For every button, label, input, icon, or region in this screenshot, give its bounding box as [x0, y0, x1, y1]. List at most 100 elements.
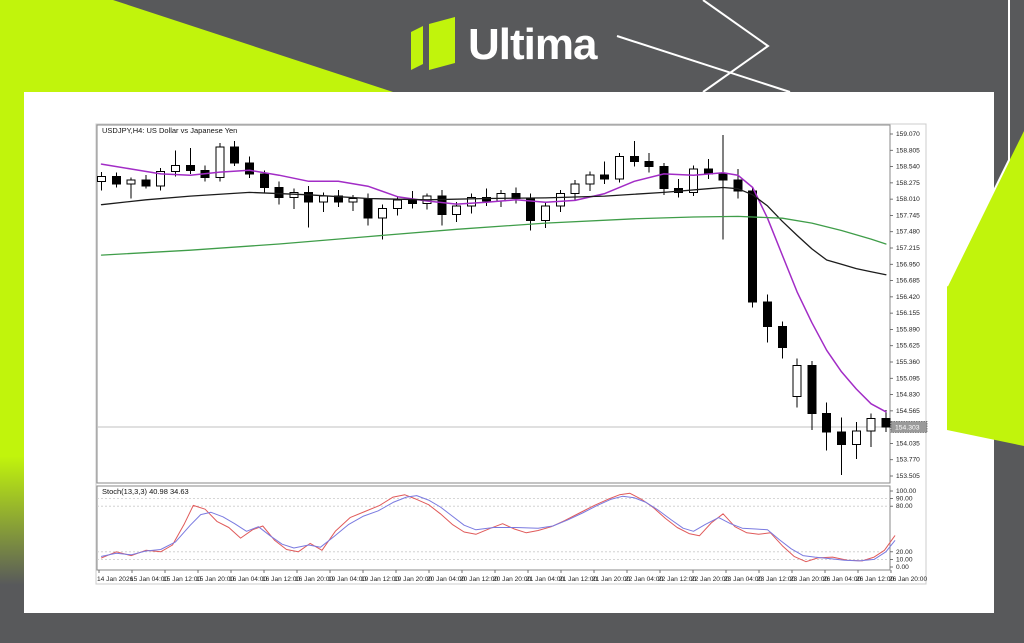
candle-body [378, 207, 388, 219]
svg-text:23 Jan 20:00: 23 Jan 20:00 [790, 576, 828, 583]
svg-text:155.095: 155.095 [896, 375, 920, 382]
candle-body [763, 301, 772, 327]
svg-text:158.805: 158.805 [896, 147, 920, 154]
svg-text:153.505: 153.505 [896, 473, 920, 480]
svg-text:20.00: 20.00 [896, 549, 913, 556]
candle-body [156, 170, 166, 187]
candle-body [689, 168, 698, 193]
indicator-label: Stoch(13,3,3) 40.98 34.63 [102, 487, 189, 496]
candle-body [881, 418, 891, 428]
candle-body [467, 196, 476, 207]
current-price-box: 154.303 [890, 421, 928, 433]
svg-text:156.155: 156.155 [896, 310, 920, 317]
candle-body [111, 175, 121, 185]
svg-text:15 Jan 04:00: 15 Jan 04:00 [130, 576, 168, 583]
svg-text:153.770: 153.770 [896, 457, 920, 464]
candle-body [748, 190, 758, 303]
stoch-signal [101, 495, 896, 562]
candle-body [777, 325, 787, 348]
svg-text:23 Jan 12:00: 23 Jan 12:00 [757, 576, 795, 583]
svg-text:14 Jan 2026: 14 Jan 2026 [97, 576, 134, 583]
candle-body [496, 193, 506, 202]
right-accent-polygon [947, 131, 1024, 446]
candle-body [171, 164, 180, 172]
candle-body [541, 205, 550, 222]
svg-text:157.480: 157.480 [896, 229, 920, 236]
chart-symbol-label: USDJPY,H4: US Dollar vs Japanese Yen [102, 126, 237, 135]
svg-text:155.360: 155.360 [896, 359, 920, 366]
chevron-accent-icon [702, 0, 770, 93]
right-outline-accent [946, 0, 1010, 287]
candle-body [644, 161, 654, 168]
svg-text:23 Jan 04:00: 23 Jan 04:00 [724, 576, 762, 583]
left-accent-strip [0, 0, 24, 585]
svg-text:157.745: 157.745 [896, 212, 920, 219]
candle-body [659, 166, 669, 190]
stoch-main [101, 492, 896, 563]
candle-body [274, 186, 284, 198]
candle-body [733, 179, 743, 192]
svg-text:20 Jan 04:00: 20 Jan 04:00 [427, 576, 465, 583]
chart-outer-frame [95, 123, 927, 585]
svg-text:20 Jan 12:00: 20 Jan 12:00 [460, 576, 498, 583]
svg-text:21 Jan 04:00: 21 Jan 04:00 [526, 576, 564, 583]
svg-text:155.625: 155.625 [896, 343, 920, 350]
svg-text:80.00: 80.00 [896, 503, 913, 510]
svg-text:19 Jan 20:00: 19 Jan 20:00 [394, 576, 432, 583]
candle-body [822, 413, 832, 433]
svg-text:21 Jan 12:00: 21 Jan 12:00 [559, 576, 597, 583]
candle-body [600, 174, 610, 180]
candle-body [126, 179, 136, 185]
candle-body [259, 173, 269, 188]
candle-body [866, 418, 876, 432]
svg-text:21 Jan 20:00: 21 Jan 20:00 [592, 576, 630, 583]
indicator-levels [97, 498, 890, 560]
svg-text:19 Jan 04:00: 19 Jan 04:00 [328, 576, 366, 583]
brand-logo: Ultima [408, 10, 628, 80]
candle-body [570, 183, 580, 195]
candle-body [792, 365, 802, 397]
candle-body [363, 198, 373, 219]
svg-text:15 Jan 20:00: 15 Jan 20:00 [196, 576, 234, 583]
svg-text:158.275: 158.275 [896, 180, 920, 187]
ma-mid-black [100, 186, 887, 276]
candle-body [304, 191, 314, 203]
svg-text:156.685: 156.685 [896, 278, 920, 285]
svg-text:19 Jan 12:00: 19 Jan 12:00 [361, 576, 399, 583]
candle-body [807, 365, 817, 415]
svg-text:155.890: 155.890 [896, 326, 920, 333]
candle-body [585, 174, 595, 185]
svg-text:154.035: 154.035 [896, 440, 920, 447]
svg-text:158.540: 158.540 [896, 164, 920, 171]
candle-body [97, 175, 106, 182]
svg-text:16 Jan 12:00: 16 Jan 12:00 [262, 576, 300, 583]
candle-body [555, 193, 565, 207]
svg-text:154.830: 154.830 [896, 392, 920, 399]
candle-body [629, 156, 639, 163]
ma-fast-purple [100, 163, 887, 413]
svg-text:22 Jan 12:00: 22 Jan 12:00 [658, 576, 696, 583]
candle-body [348, 198, 358, 203]
candle-body [319, 195, 328, 203]
svg-text:20 Jan 20:00: 20 Jan 20:00 [493, 576, 531, 583]
candle-body [407, 199, 417, 204]
svg-text:90.00: 90.00 [896, 496, 913, 503]
price-axis: 159.070 158.805 158.540 158.275 158.010 157.7… [890, 131, 920, 480]
ma-slow-green [100, 215, 887, 256]
candle-body [245, 162, 254, 175]
main-pane[interactable] [96, 124, 891, 484]
svg-text:154.303: 154.303 [895, 424, 920, 431]
candle-body [718, 173, 728, 181]
svg-text:15 Jan 12:00: 15 Jan 12:00 [163, 576, 201, 583]
candle-body [837, 431, 846, 445]
brand-logo-text: Ultima [468, 20, 597, 69]
top-diagonal-accent-line [616, 35, 791, 93]
brand-logo-icon [411, 17, 455, 70]
top-left-accent-triangle [0, 0, 393, 92]
